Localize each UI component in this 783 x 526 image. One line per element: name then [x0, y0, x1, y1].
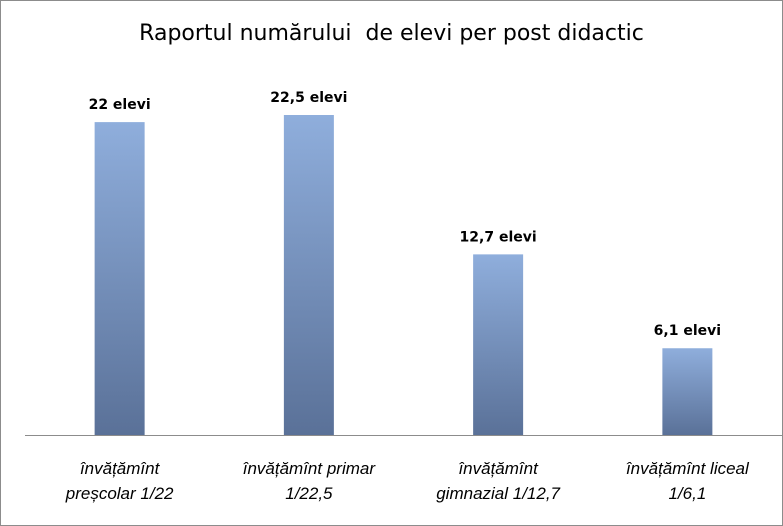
category-label-line: gimnazial 1/12,7: [436, 484, 561, 503]
bar-0: [94, 122, 145, 435]
category-label-line: preșcolar 1/22: [65, 484, 174, 503]
bar-3: [662, 348, 713, 435]
category-label-line: învățămînt liceal: [625, 459, 749, 478]
bar-2: [473, 254, 524, 435]
data-label-3: 6,1 elevi: [654, 323, 721, 339]
category-label-line: învățămînt primar: [242, 459, 375, 478]
bar-1: [283, 115, 334, 435]
category-label-line: 1/6,1: [668, 484, 707, 503]
category-label-line: 1/22,5: [285, 484, 333, 503]
category-label-line: învățămînt: [79, 459, 160, 478]
category-label-3: învățămînt liceal 1/6,1: [592, 456, 782, 506]
bars-group: [94, 115, 713, 435]
chart-title: Raportul numărului de elevi per post did…: [139, 21, 644, 46]
data-label-0: 22 elevi: [89, 97, 151, 113]
category-label-2: învățămînt gimnazial 1/12,7: [403, 456, 593, 506]
category-label-line: învățămînt: [458, 459, 538, 478]
data-label-2: 12,7 elevi: [460, 229, 537, 245]
category-label-1: învățămînt primar 1/22,5: [214, 456, 404, 506]
data-label-1: 22,5 elevi: [270, 90, 347, 106]
data-labels-group: 22 elevi 22,5 elevi 12,7 elevi 6,1 elevi: [89, 90, 721, 339]
category-label-0: învățămînt preșcolar 1/22: [25, 456, 215, 506]
